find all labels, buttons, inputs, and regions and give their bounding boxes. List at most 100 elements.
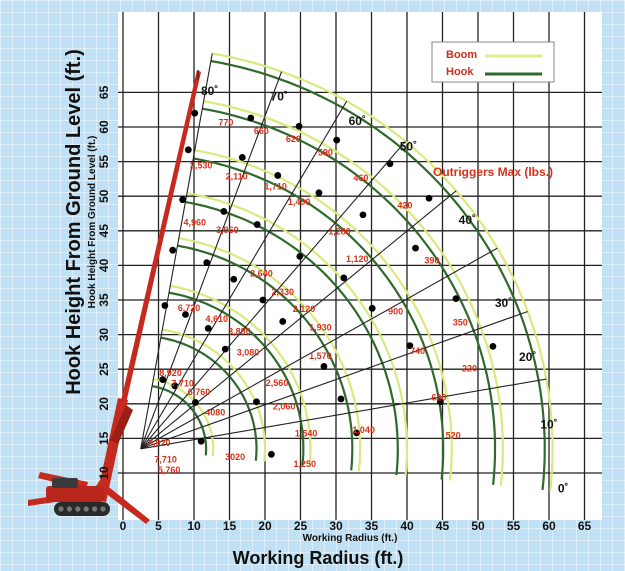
x-tick-label: 60: [542, 519, 556, 533]
load-label: 420: [397, 201, 412, 211]
load-label: 2,110: [226, 172, 248, 182]
hook-point: [169, 246, 177, 254]
angle-label: 10˚: [540, 418, 557, 432]
hook-point: [247, 114, 255, 122]
crane-track: [54, 502, 110, 516]
x-axis-title-outer: Working Radius (ft.): [233, 548, 404, 568]
hook-point: [412, 244, 419, 252]
load-label: 1,570: [309, 351, 332, 361]
radius-arcs: [151, 52, 554, 491]
load-label: 3020: [225, 452, 245, 462]
crane-engine: [52, 478, 78, 488]
load-label: 1,120: [346, 254, 369, 264]
hook-points: [159, 109, 497, 458]
load-label: 660: [254, 126, 269, 136]
x-tick-label: 30: [329, 519, 343, 533]
load-label: 2,120: [293, 304, 316, 314]
hook-point: [295, 122, 303, 130]
load-label: 1,930: [309, 322, 332, 332]
load-label: 2,530: [190, 161, 213, 171]
angle-ray: [140, 378, 547, 450]
load-label: 1,040: [352, 425, 375, 435]
y-axis-title-outer: Hook Height From Ground Level (ft.): [63, 49, 85, 395]
y-tick-label: 55: [97, 155, 111, 169]
angle-ray: [140, 100, 348, 450]
load-label: 1,540: [295, 428, 318, 438]
hook-arc: [202, 107, 497, 486]
y-tick-label: 30: [97, 328, 111, 342]
angle-label: 20˚: [519, 350, 536, 364]
axis-ticks: 0 5 10 15 20 25 30 35 40 45 50 55 60 65 10 15 20 25 30 35 40…: [97, 85, 591, 533]
hook-point: [191, 109, 199, 117]
load-label: 350: [453, 318, 468, 328]
angle-ray: [140, 247, 498, 450]
x-tick-label: 40: [400, 519, 414, 533]
outriggers-annotation: Outriggers Max (lbs.): [433, 165, 553, 179]
legend: Boom Hook: [431, 41, 555, 83]
hook-point: [436, 398, 444, 406]
boom-arc: [153, 378, 215, 457]
load-label: 4,610: [205, 314, 228, 324]
y-tick-label: 10: [97, 466, 111, 480]
hook-point: [171, 382, 179, 390]
angle-label: 30˚: [495, 296, 512, 310]
legend-label-boom: Boom: [446, 49, 477, 61]
angle-ray: [140, 71, 283, 449]
y-tick-label: 15: [97, 431, 111, 445]
x-tick-label: 10: [187, 519, 201, 533]
load-label: 770: [218, 118, 233, 128]
hook-point: [267, 450, 275, 458]
x-axis-title-inner: Working Radius (ft.): [303, 533, 398, 544]
hook-point: [296, 253, 304, 260]
hook-point: [204, 324, 212, 332]
crane-track-wheel: [75, 506, 81, 512]
hook-point: [425, 194, 433, 202]
crane-track-wheel: [92, 506, 98, 512]
hook-arc: [168, 291, 305, 466]
load-label: 4080: [205, 408, 225, 418]
hook-point: [238, 154, 246, 161]
y-tick-label: 25: [97, 362, 111, 376]
load-label: 740: [410, 346, 425, 356]
load-label: 2,330: [271, 287, 294, 297]
angle-label: 0˚: [558, 481, 569, 495]
x-tick-label: 45: [436, 519, 450, 533]
hook-point: [452, 295, 460, 303]
x-tick-label: 65: [578, 519, 592, 533]
hook-point: [406, 342, 414, 350]
legend-label-hook: Hook: [446, 66, 474, 78]
load-label: 590: [318, 147, 333, 157]
y-tick-label: 35: [97, 293, 111, 307]
x-tick-label: 35: [365, 519, 379, 533]
hook-arc: [160, 336, 258, 461]
angle-label: 80˚: [201, 84, 218, 98]
hook-point: [182, 311, 189, 318]
load-label: 1,490: [288, 197, 311, 207]
angle-rays: [140, 53, 547, 450]
hook-point: [315, 189, 323, 197]
boom-arc: [178, 237, 362, 472]
hook-arc: [210, 59, 546, 491]
load-label: 1,280: [328, 226, 351, 236]
hook-point: [333, 136, 341, 144]
crane-illustration: [28, 70, 201, 524]
load-label: 2,560: [266, 378, 289, 388]
crane-outrigger-right: [96, 480, 150, 524]
load-label: 520: [446, 430, 461, 440]
load-label: 7,710: [154, 455, 177, 465]
hook-point: [159, 376, 167, 383]
hook-point: [353, 429, 360, 437]
crane-track-wheel: [83, 506, 89, 512]
hook-point: [220, 208, 228, 215]
load-label: 4,960: [183, 217, 206, 227]
y-tick-label: 40: [97, 258, 111, 272]
crane-track-wheel: [66, 506, 72, 512]
hook-point: [192, 399, 199, 406]
y-tick-label: 60: [97, 120, 111, 134]
load-label: 460: [353, 173, 368, 183]
hook-point: [197, 437, 205, 445]
boom-arc: [212, 52, 554, 491]
hook-point: [230, 275, 238, 283]
x-tick-label: 5: [155, 519, 162, 533]
